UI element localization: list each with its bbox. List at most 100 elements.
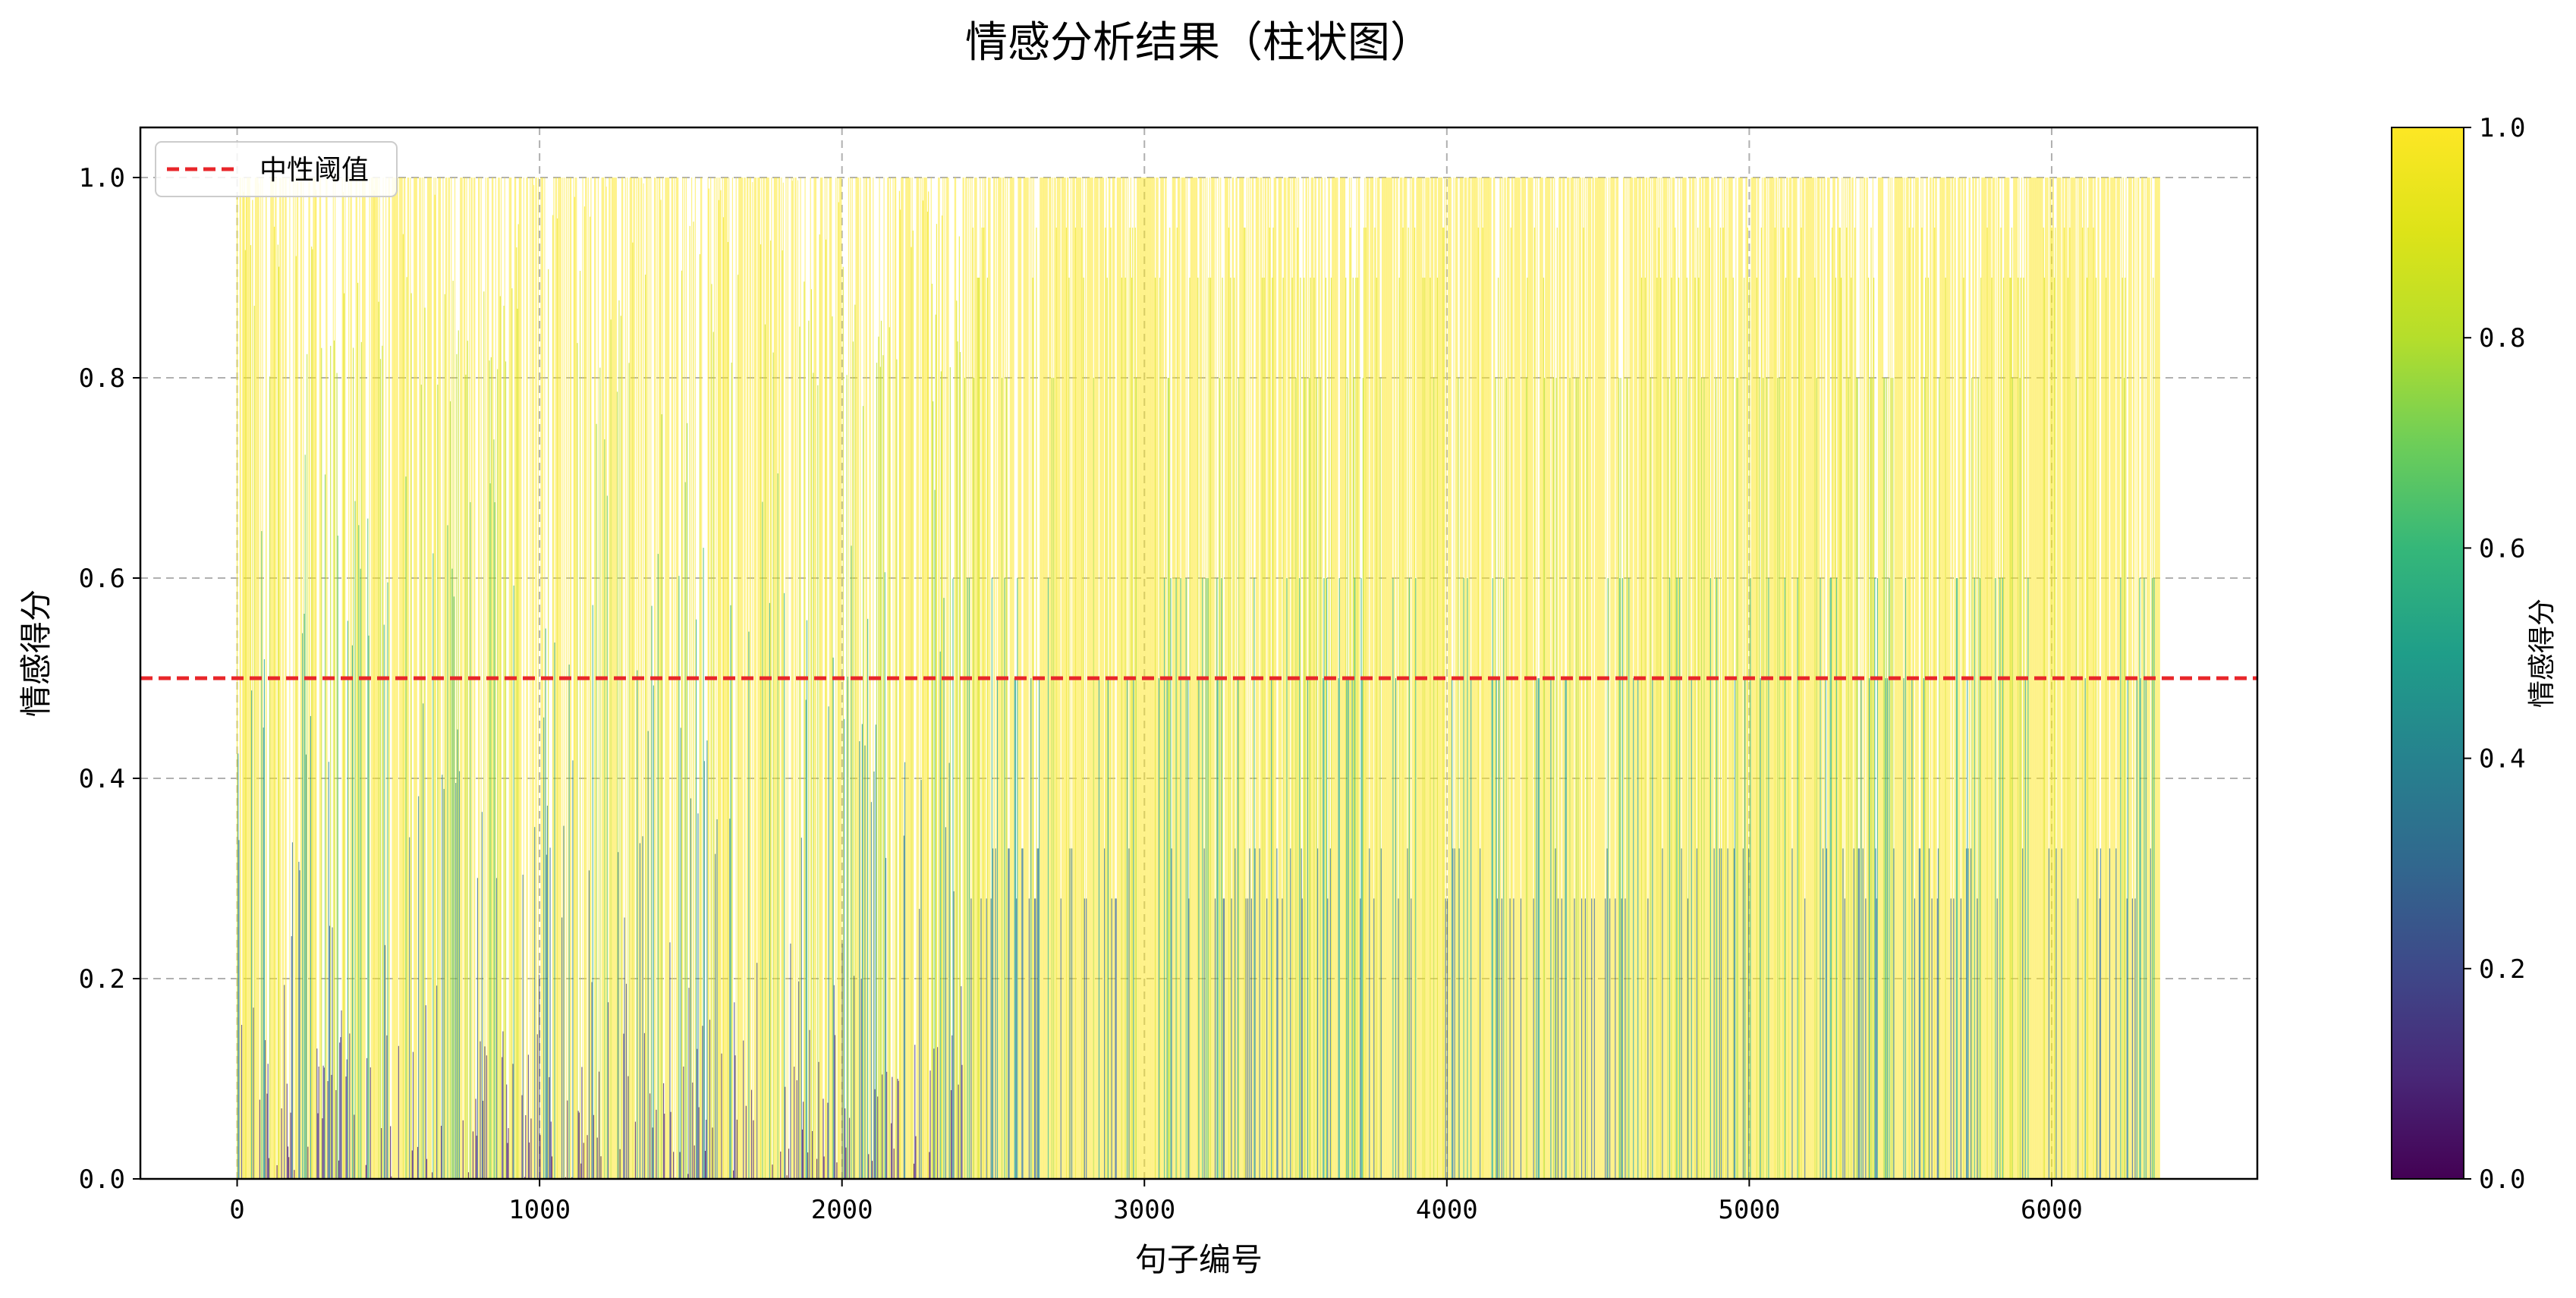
bar: [426, 1158, 428, 1179]
bar: [572, 760, 574, 1179]
bar: [1700, 378, 1703, 1179]
bar: [1431, 178, 1433, 1179]
bar: [1266, 898, 1268, 1179]
y-axis: 0.0 0.2 0.4 0.6 0.8 1.0: [79, 163, 140, 1195]
bar: [1351, 678, 1353, 1179]
bar: [1172, 178, 1175, 1179]
bar: [1748, 848, 1750, 1179]
bar: [545, 628, 546, 1179]
bar: [867, 618, 869, 1179]
bar: [528, 1142, 530, 1179]
bar: [1870, 228, 1872, 1179]
bar: [2024, 678, 2026, 1179]
bar: [1991, 278, 1993, 1179]
bar: [1046, 178, 1048, 1179]
bar: [937, 1047, 939, 1179]
bar: [398, 1045, 399, 1179]
bar: [2065, 178, 2067, 1179]
bar: [772, 352, 774, 1179]
bar: [886, 1071, 888, 1179]
bar: [961, 1064, 963, 1179]
bar: [307, 1146, 309, 1179]
bar: [458, 771, 461, 1179]
bar: [808, 320, 810, 1179]
bar: [1198, 678, 1200, 1179]
bar: [2126, 898, 2128, 1179]
bar: [1795, 178, 1797, 1179]
bar: [898, 1080, 899, 1179]
bar: [1640, 278, 1643, 1179]
bar: [798, 981, 800, 1179]
bar: [600, 1156, 602, 1179]
bar: [1012, 178, 1014, 1179]
bar: [992, 848, 994, 1179]
bar: [1304, 378, 1306, 1179]
bar: [1380, 848, 1382, 1179]
bar: [956, 300, 958, 1179]
bar: [1847, 178, 1848, 1179]
bar: [518, 178, 521, 1179]
bar: [1468, 178, 1470, 1179]
bar: [1883, 378, 1885, 1179]
bar: [893, 1149, 895, 1179]
bar: [1195, 178, 1197, 1179]
bar: [1618, 378, 1620, 1179]
bar: [557, 218, 558, 1179]
bar: [1286, 578, 1288, 1179]
bar: [1679, 578, 1681, 1179]
bar: [248, 178, 250, 1179]
bar: [651, 605, 653, 1179]
bar: [879, 366, 881, 1179]
bar: [357, 282, 359, 1179]
bar: [282, 178, 283, 1179]
bar: [993, 178, 995, 1179]
bar: [2106, 178, 2108, 1179]
bar: [690, 798, 691, 1179]
bar: [578, 1112, 580, 1179]
bar: [1133, 678, 1134, 1179]
bar: [643, 1032, 646, 1179]
bar: [237, 753, 239, 1179]
bar: [1036, 848, 1038, 1179]
bar: [259, 1099, 261, 1179]
bar: [799, 326, 800, 1179]
bar: [2099, 898, 2100, 1179]
bar: [1760, 678, 1761, 1179]
bar: [712, 332, 714, 1179]
bar: [619, 1149, 621, 1179]
bar: [703, 761, 705, 1179]
bar: [1336, 178, 1338, 1179]
bar: [1021, 848, 1023, 1179]
bar: [1665, 178, 1667, 1179]
bar: [896, 359, 898, 1179]
bar: [1814, 278, 1816, 1179]
bar: [1063, 178, 1065, 1179]
bar: [1577, 378, 1579, 1179]
y-tick-label: 1.0: [79, 163, 125, 193]
bar: [609, 178, 611, 1179]
bar: [1526, 378, 1527, 1179]
bar: [865, 178, 867, 1179]
bar: [1017, 578, 1018, 1179]
bar: [1925, 278, 1926, 1179]
bar: [1955, 178, 1956, 1179]
bar: [1866, 178, 1867, 1179]
bar: [1908, 228, 1910, 1179]
bar: [1110, 228, 1112, 1179]
bar: [1777, 378, 1779, 1179]
bar: [1322, 178, 1323, 1179]
bar: [420, 385, 422, 1179]
bar: [1350, 228, 1351, 1179]
bar: [290, 1112, 291, 1179]
bar: [467, 341, 468, 1179]
bar: [836, 1162, 838, 1179]
bar: [1221, 578, 1222, 1179]
bar: [1798, 278, 1799, 1179]
bar: [829, 178, 830, 1179]
bar: [553, 178, 555, 1179]
bar: [1581, 898, 1583, 1179]
bar: [977, 278, 980, 1179]
bar: [1733, 848, 1735, 1179]
bar: [1194, 178, 1196, 1179]
